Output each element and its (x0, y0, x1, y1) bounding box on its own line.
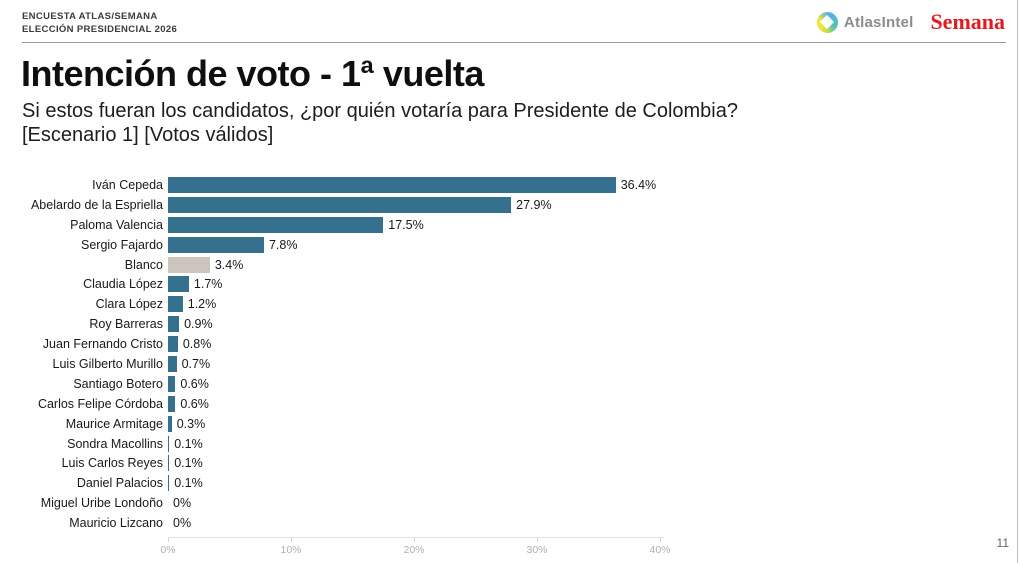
chart-row: Luis Gilberto Murillo 0.7% (0, 356, 656, 373)
x-axis: 0% 10% 20% 30% 40% (160, 537, 671, 559)
survey-line-1: ENCUESTA ATLAS/SEMANA (22, 11, 158, 22)
bar (168, 296, 183, 313)
axis-tick-label: 0% (160, 544, 176, 556)
survey-line-2: ELECCIÓN PRESIDENCIAL 2026 (22, 24, 178, 35)
value-label: 0.8% (182, 337, 212, 352)
semana-logo: Semana (930, 9, 1005, 34)
candidate-label: Blanco (124, 257, 163, 272)
value-label: 0.1% (174, 436, 203, 451)
value-label: 17.5% (388, 217, 424, 232)
right-edge-line (1017, 0, 1018, 563)
candidate-label: Roy Barreras (89, 317, 163, 332)
value-label: 0.7% (181, 357, 211, 372)
candidate-label: Carlos Felipe Córdoba (37, 396, 163, 411)
value-label: 0.6% (180, 376, 209, 391)
bar (168, 276, 189, 293)
axis-tick-label: 40% (649, 544, 671, 556)
candidate-label: Daniel Palacios (76, 476, 163, 491)
chart-row: Juan Fernando Cristo 0.8% (0, 336, 656, 353)
page-number: 11 (996, 536, 1009, 550)
survey-label: ENCUESTA ATLAS/SEMANA ELECCIÓN PRESIDENC… (22, 10, 177, 36)
value-label: 0.1% (174, 476, 203, 491)
chart-row: Abelardo de la Espriella 27.9% (0, 196, 656, 213)
value-label: 1.7% (193, 277, 223, 292)
bar (168, 475, 170, 492)
bar (168, 395, 176, 412)
value-label: 3.4% (214, 257, 244, 272)
value-label: 0% (173, 516, 192, 531)
chart-row: Sergio Fajardo 7.8% (0, 236, 656, 253)
atlasintel-wordmark: AtlasIntel (843, 13, 914, 31)
value-label: 0.1% (174, 456, 203, 471)
bar (168, 336, 178, 353)
value-label: 0.9% (184, 317, 213, 332)
chart-row: Daniel Palacios 0.1% (0, 475, 656, 492)
bar (168, 236, 264, 253)
header-divider (22, 42, 1006, 43)
bar-chart: Iván Cepeda 36.4% Abelardo de la Espriella… (0, 177, 656, 535)
chart-row: Carlos Felipe Córdoba 0.6% (0, 395, 656, 412)
candidate-label: Santiago Botero (73, 376, 163, 391)
chart-row: Santiago Botero 0.6% (0, 375, 656, 392)
candidate-label: Luis Carlos Reyes (61, 456, 163, 471)
candidate-label: Iván Cepeda (92, 178, 163, 192)
chart-row: Claudia López 1.7% (0, 276, 656, 293)
atlasintel-logo: AtlasIntel (816, 11, 914, 33)
chart-row: Sondra Macollins 0.1% (0, 435, 656, 452)
chart-row: Iván Cepeda 36.4% (0, 177, 656, 193)
value-label: 0% (173, 496, 192, 511)
subtitle-line-1: Si estos fueran los candidatos, ¿por qui… (22, 100, 738, 122)
axis-tick (414, 538, 415, 542)
bar (168, 375, 176, 392)
bar (168, 216, 384, 233)
value-label: 0.6% (180, 396, 209, 411)
axis-tick-label: 20% (403, 544, 425, 556)
candidate-label: Abelardo de la Espriella (30, 197, 163, 212)
bar (168, 196, 512, 213)
bar (168, 177, 616, 193)
subtitle: Si estos fueran los candidatos, ¿por qui… (22, 99, 738, 147)
candidate-label: Maurice Armitage (65, 416, 163, 431)
axis-tick (537, 538, 538, 542)
chart-row: Miguel Uribe Londoño 0% (0, 495, 656, 511)
bar (168, 455, 170, 472)
axis-tick (168, 538, 169, 542)
chart-row: Paloma Valencia 17.5% (0, 216, 656, 233)
value-label: 1.2% (187, 297, 217, 312)
bar (168, 415, 172, 432)
page-title: Intención de voto - 1ª vuelta (21, 53, 484, 94)
chart-row: Maurice Armitage 0.3% (0, 415, 656, 432)
value-label: 36.4% (620, 178, 657, 192)
value-label: 27.9% (516, 197, 552, 212)
subtitle-line-2: [Escenario 1] [Votos válidos] (22, 124, 274, 146)
atlasintel-icon (816, 11, 838, 33)
axis-tick (660, 538, 661, 542)
candidate-label: Claudia López (83, 277, 163, 292)
axis-tick (291, 538, 292, 542)
candidate-label: Mauricio Lizcano (69, 516, 163, 531)
bar (168, 316, 180, 333)
chart-row: Blanco 3.4% (0, 256, 656, 273)
chart-row: Roy Barreras 0.9% (0, 316, 656, 333)
axis-tick-label: 10% (280, 544, 302, 556)
axis-tick-label: 30% (526, 544, 548, 556)
value-label: 7.8% (268, 237, 298, 252)
chart-row: Clara López 1.2% (0, 296, 656, 313)
chart-row: Luis Carlos Reyes 0.1% (0, 455, 656, 472)
candidate-label: Clara López (95, 297, 163, 312)
logos: AtlasIntel Semana (816, 9, 1005, 35)
candidate-label: Luis Gilberto Murillo (52, 357, 163, 372)
bar (168, 356, 177, 373)
candidate-label: Juan Fernando Cristo (42, 337, 163, 352)
value-label: 0.3% (176, 416, 206, 431)
candidate-label: Paloma Valencia (70, 217, 163, 232)
bar (168, 256, 210, 273)
chart-row: Mauricio Lizcano 0% (0, 515, 656, 531)
candidate-label: Sondra Macollins (67, 436, 163, 451)
bar (168, 435, 170, 452)
candidate-label: Miguel Uribe Londoño (40, 496, 163, 511)
candidate-label: Sergio Fajardo (81, 237, 163, 252)
